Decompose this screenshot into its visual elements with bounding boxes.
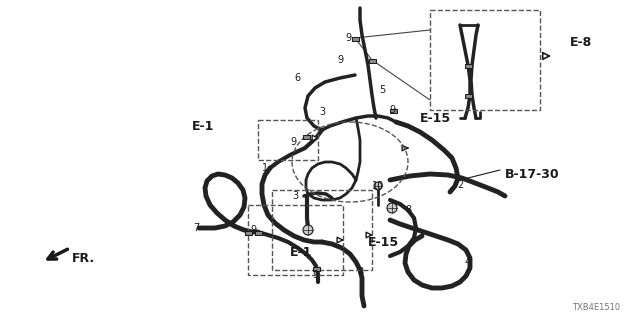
- Text: 3: 3: [292, 191, 298, 201]
- Bar: [369, 59, 376, 63]
- Text: 9: 9: [290, 137, 296, 147]
- Text: 8: 8: [357, 267, 363, 277]
- Bar: [465, 94, 472, 98]
- Text: E-15: E-15: [368, 236, 399, 250]
- Text: 5: 5: [379, 85, 385, 95]
- Text: TXB4E1510: TXB4E1510: [572, 303, 620, 312]
- Bar: [303, 135, 310, 139]
- Text: E-15: E-15: [420, 111, 451, 124]
- Bar: [465, 64, 472, 68]
- Bar: [248, 205, 343, 275]
- Text: 9: 9: [312, 270, 318, 280]
- Bar: [390, 109, 397, 113]
- Text: 9: 9: [337, 55, 343, 65]
- Text: 10: 10: [372, 181, 384, 191]
- Bar: [272, 190, 372, 270]
- Bar: [255, 231, 262, 235]
- Circle shape: [387, 203, 397, 213]
- Bar: [390, 109, 397, 113]
- Bar: [245, 231, 252, 235]
- Text: E-1: E-1: [290, 245, 312, 259]
- Bar: [258, 120, 318, 160]
- Text: E-1: E-1: [192, 119, 214, 132]
- Text: 4: 4: [465, 257, 471, 267]
- Text: E-8: E-8: [570, 36, 592, 49]
- Text: 7: 7: [193, 223, 199, 233]
- Text: B-17-30: B-17-30: [505, 169, 559, 181]
- Bar: [465, 64, 472, 68]
- Bar: [255, 231, 262, 235]
- Bar: [313, 267, 320, 271]
- Text: 2: 2: [457, 180, 463, 190]
- Bar: [369, 59, 376, 63]
- Circle shape: [303, 225, 313, 235]
- Text: 9: 9: [250, 225, 256, 235]
- Text: FR.: FR.: [72, 252, 95, 265]
- Text: 3: 3: [319, 107, 325, 117]
- Bar: [430, 10, 540, 110]
- Circle shape: [374, 182, 382, 190]
- Bar: [245, 231, 252, 235]
- Text: 1: 1: [262, 163, 268, 173]
- Text: 9: 9: [389, 105, 395, 115]
- Text: 9: 9: [345, 33, 351, 43]
- Text: 6: 6: [294, 73, 300, 83]
- Bar: [352, 37, 359, 41]
- Text: 8: 8: [405, 205, 411, 215]
- Bar: [465, 94, 472, 98]
- Bar: [313, 267, 320, 271]
- Bar: [352, 37, 359, 41]
- Bar: [303, 135, 310, 139]
